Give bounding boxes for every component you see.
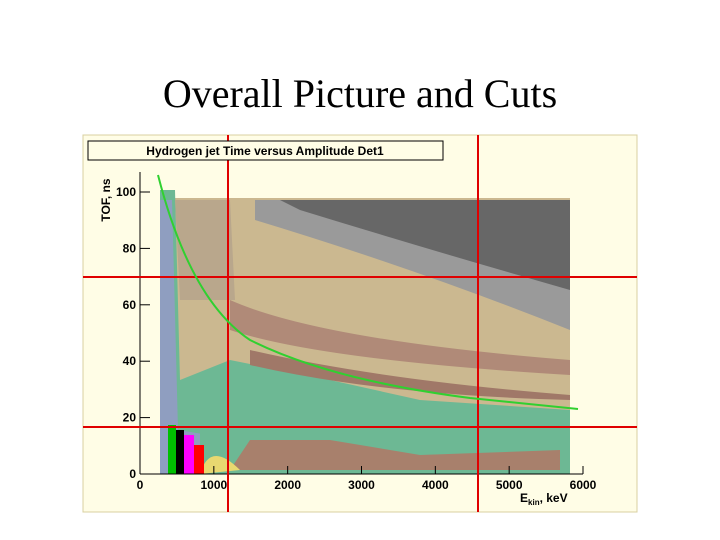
x-tick-label: 6000 (570, 478, 597, 492)
x-tick-label: 5000 (496, 478, 523, 492)
plot-title: Hydrogen jet Time versus Amplitude Det1 (146, 144, 384, 158)
x-label-main: E (520, 491, 528, 505)
y-tick-label: 20 (123, 411, 137, 425)
x-tick-label: 1000 (200, 478, 227, 492)
slide-title: Overall Picture and Cuts (162, 71, 558, 116)
x-label-unit: , keV (540, 491, 568, 505)
x-tick-label: 4000 (422, 478, 449, 492)
x-axis-label: Ekin, keV (520, 491, 568, 507)
cut-curve (157, 174, 579, 410)
x-tick-label: 2000 (274, 478, 301, 492)
plot-title-box (87, 140, 444, 161)
y-tick-label: 100 (116, 185, 136, 199)
x-tick-label: 3000 (348, 478, 375, 492)
y-axis-label: TOF, ns (99, 178, 113, 221)
y-tick-label: 0 (129, 467, 136, 481)
x-label-sub: kin (528, 498, 540, 507)
y-tick-label: 60 (123, 298, 137, 312)
x-tick-label: 0 (137, 478, 144, 492)
ticks: 0 1000 2000 3000 4000 5000 6000 0 20 40 60 80 100 (116, 185, 597, 492)
histogram (140, 172, 583, 474)
y-tick-label: 40 (123, 354, 137, 368)
y-tick-label: 80 (123, 241, 137, 255)
